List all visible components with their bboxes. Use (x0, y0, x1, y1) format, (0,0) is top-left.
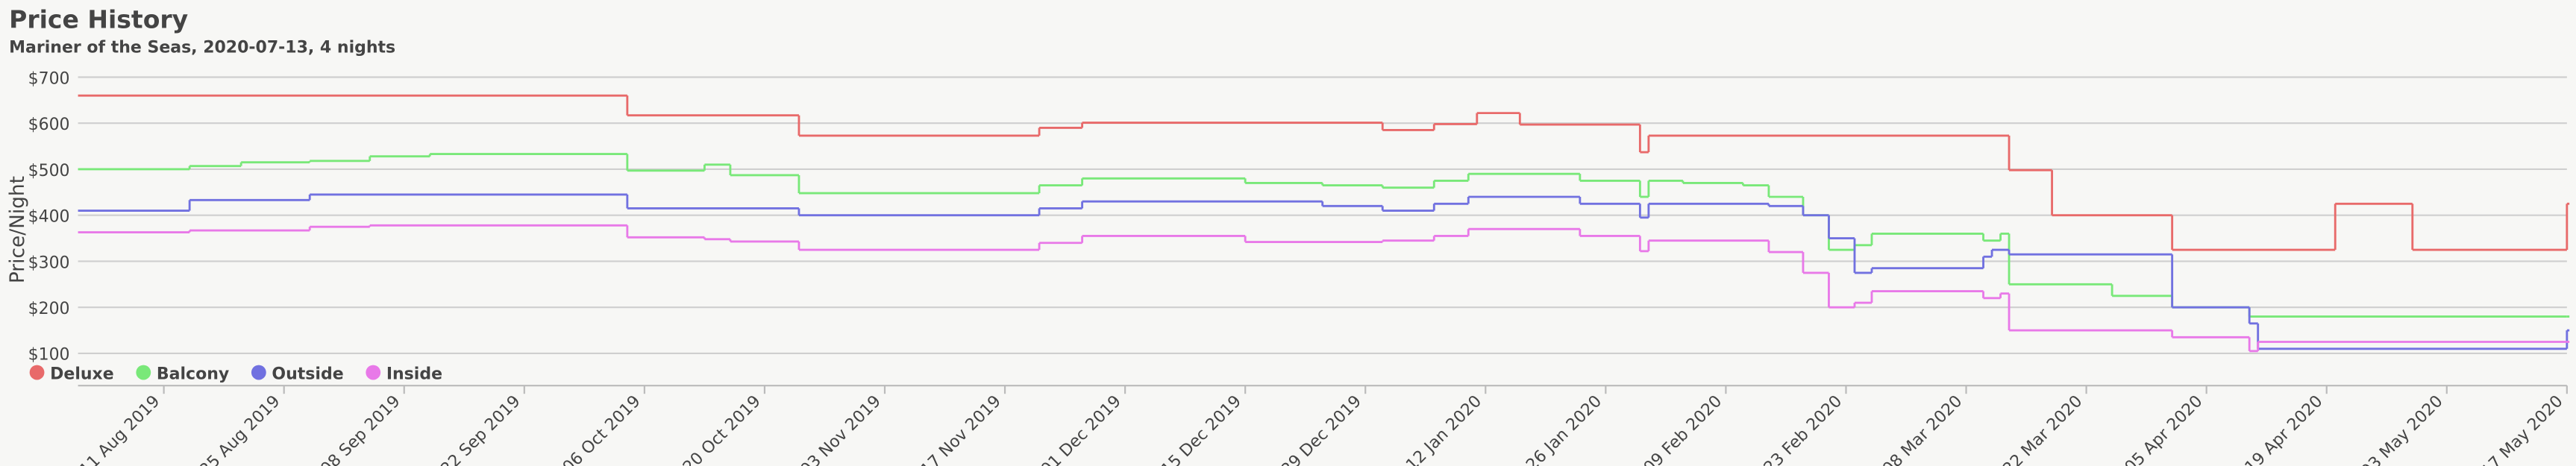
legend-marker (29, 365, 45, 380)
x-tick-label: 19 Apr 2020 (2242, 392, 2327, 466)
x-tick-label: 11 Aug 2019 (76, 392, 163, 466)
legend-item[interactable]: Outside (251, 365, 344, 383)
legend-item[interactable]: Inside (366, 365, 442, 383)
legend-label: Balcony (157, 365, 229, 383)
legend-marker (366, 365, 381, 380)
legend-label: Deluxe (50, 365, 113, 383)
x-tick-label: 22 Mar 2020 (1999, 392, 2086, 466)
x-tick-label: 20 Oct 2019 (680, 392, 765, 466)
y-tick-label: $600 (28, 116, 70, 134)
y-tick-label: $300 (28, 254, 70, 272)
legend-item[interactable]: Deluxe (29, 365, 114, 383)
x-tick-label: 15 Dec 2019 (1158, 392, 1245, 466)
x-tick-label: 05 Apr 2020 (2122, 392, 2207, 466)
series (78, 94, 2570, 251)
x-tick-label: 03 May 2020 (2358, 392, 2447, 466)
chart-title: Price History (9, 4, 188, 34)
y-tick-label: $100 (28, 346, 70, 365)
y-tick-label: $500 (28, 162, 70, 180)
x-tick-label: 03 Nov 2019 (797, 392, 885, 466)
series (78, 153, 2570, 318)
x-tick-label: 23 Feb 2020 (1761, 392, 1846, 466)
x-tick-label: 22 Sep 2019 (437, 392, 524, 466)
x-tick-label: 25 Aug 2019 (196, 392, 283, 466)
series (78, 193, 2570, 350)
legend-label: Inside (386, 365, 442, 383)
legend-label: Outside (272, 365, 343, 383)
y-tick-label: $700 (28, 69, 70, 88)
x-tick-label: 17 Nov 2019 (918, 392, 1005, 466)
x-tick-label: 09 Feb 2020 (1640, 392, 1726, 466)
legend-marker (136, 365, 151, 380)
x-tick-label: 29 Dec 2019 (1278, 392, 1365, 466)
legend-marker (251, 365, 266, 380)
series (78, 224, 2570, 353)
y-axis-title: Price/Night (6, 176, 29, 283)
legend-item[interactable]: Balcony (136, 365, 229, 383)
x-tick-label: 08 Sep 2019 (317, 392, 404, 466)
y-tick-label: $400 (28, 208, 70, 227)
x-tick-label: 17 May 2020 (2478, 392, 2567, 466)
x-tick-label: 12 Jan 2020 (1403, 392, 1485, 466)
x-tick-label: 06 Oct 2019 (560, 392, 645, 466)
x-tick-label: 26 Jan 2020 (1523, 392, 1605, 466)
y-tick-label: $200 (28, 300, 70, 318)
x-tick-label: 08 Mar 2020 (1879, 392, 1966, 466)
x-tick-label: 01 Dec 2019 (1038, 392, 1125, 466)
chart-subtitle: Mariner of the Seas, 2020-07-13, 4 night… (9, 38, 395, 57)
